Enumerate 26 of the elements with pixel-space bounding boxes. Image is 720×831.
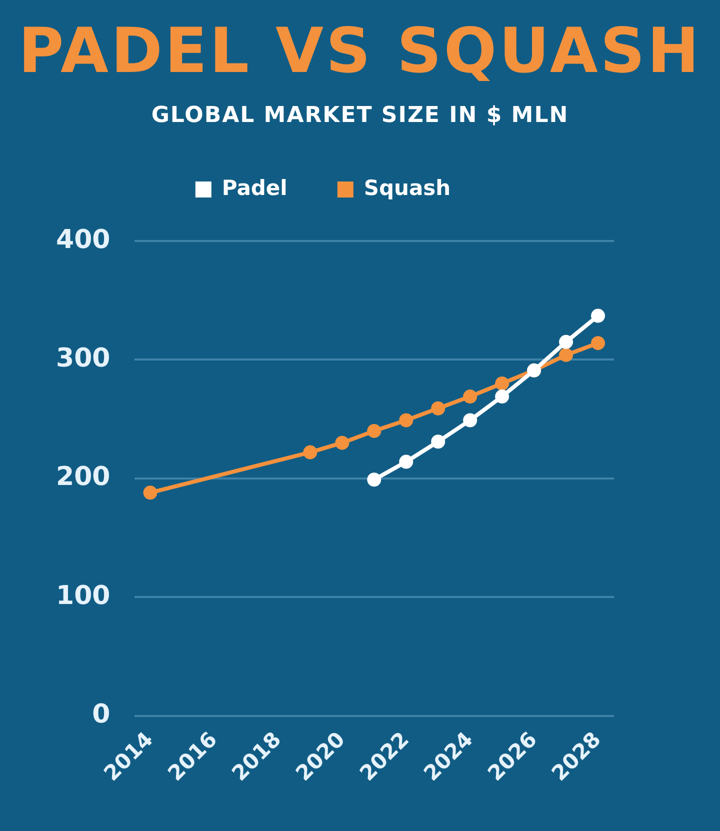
point <box>399 454 414 469</box>
point <box>367 472 382 487</box>
y-tick-label: 300 <box>56 343 110 374</box>
point <box>399 413 414 428</box>
y-tick-label: 200 <box>56 462 110 492</box>
legend-label: Padel <box>222 176 288 200</box>
legend-label: Squash <box>364 176 451 200</box>
point <box>143 486 158 500</box>
y-tick-label: 100 <box>56 580 110 611</box>
point <box>559 348 574 362</box>
y-tick-label: 0 <box>92 700 110 730</box>
point <box>431 434 446 449</box>
point <box>463 390 478 404</box>
point <box>463 413 478 428</box>
chart-subtitle: GLOBAL MARKET SIZE IN $ MLN <box>151 103 569 128</box>
point <box>559 334 574 349</box>
point <box>591 336 606 350</box>
y-tick-label: 400 <box>56 224 110 255</box>
point <box>303 445 318 460</box>
point <box>495 390 510 404</box>
point <box>495 376 510 390</box>
point <box>367 424 382 438</box>
point <box>591 308 606 323</box>
point <box>431 401 446 416</box>
point <box>335 436 350 450</box>
chart-title: PADEL VS SQUASH <box>18 14 702 87</box>
